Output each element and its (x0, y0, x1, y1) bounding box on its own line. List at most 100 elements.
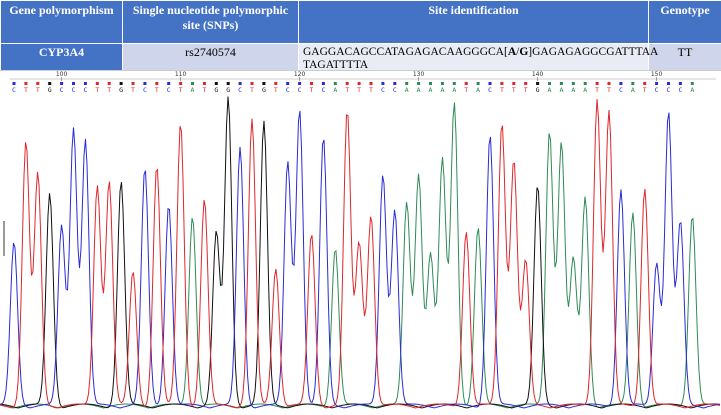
base-quality-mark (477, 82, 480, 85)
base-call-letter: C (143, 86, 147, 94)
header-snp-site: Single nucleotide polymorphic site (SNPs… (123, 1, 299, 44)
base-call-letter: T (274, 86, 278, 94)
base-call-letter: T (107, 86, 111, 94)
base-quality-mark (417, 82, 420, 85)
base-call-letter: T (24, 86, 28, 94)
base-quality-mark (608, 82, 611, 85)
base-call-letter: C (321, 86, 325, 94)
base-call-letter: A (631, 86, 635, 94)
base-call-letter: C (655, 86, 659, 94)
snp-table: Gene polymorphism Single nucleotide poly… (0, 0, 721, 75)
base-quality-mark (465, 82, 468, 85)
base-call-letter: T (607, 86, 611, 94)
base-call-letter: T (95, 86, 99, 94)
base-call-letter: G (119, 86, 123, 94)
base-call-letter: T (357, 86, 361, 94)
base-call-letter: T (202, 86, 206, 94)
base-quality-mark (132, 82, 135, 85)
base-quality-mark (203, 82, 206, 85)
base-call-letter: C (678, 86, 682, 94)
base-call-letter: G (536, 86, 540, 94)
base-quality-mark (191, 82, 194, 85)
base-call-letter: T (345, 86, 349, 94)
base-quality-mark (619, 82, 622, 85)
header-gene-polymorphism: Gene polymorphism (1, 1, 123, 44)
ruler-label: 110 (175, 71, 187, 78)
base-call-letter: T (524, 86, 528, 94)
base-quality-mark (643, 82, 646, 85)
base-call-letter: A (548, 86, 552, 94)
ruler-label: 100 (56, 71, 68, 78)
base-call-letter: G (262, 86, 266, 94)
trace-t-red (0, 99, 720, 408)
base-quality-mark (560, 82, 563, 85)
base-quality-mark (322, 82, 325, 85)
base-quality-mark (310, 82, 313, 85)
base-quality-mark (143, 82, 146, 85)
base-quality-mark (572, 82, 575, 85)
base-quality-mark (596, 82, 599, 85)
base-quality-mark (500, 82, 503, 85)
base-quality-mark (536, 82, 539, 85)
base-call-letter: C (381, 86, 385, 94)
base-quality-mark (120, 82, 123, 85)
base-call-letter: C (667, 86, 671, 94)
base-call-letter: G (214, 86, 218, 94)
base-call-letter: G (226, 86, 230, 94)
base-call-letter: T (310, 86, 314, 94)
base-call-letter: A (583, 86, 587, 94)
base-call-letter: A (571, 86, 575, 94)
base-quality-mark (691, 82, 694, 85)
base-quality-mark (36, 82, 39, 85)
base-quality-mark (346, 82, 349, 85)
base-quality-mark (262, 82, 265, 85)
site-allele-g: G (519, 46, 528, 58)
base-call-letter: C (72, 86, 76, 94)
base-call-letter: A (333, 86, 337, 94)
base-quality-mark (370, 82, 373, 85)
ruler-label: 120 (294, 71, 306, 78)
base-call-letter: T (131, 86, 135, 94)
base-quality-mark (215, 82, 218, 85)
base-call-letter: T (369, 86, 373, 94)
base-quality-mark (13, 82, 16, 85)
base-call-letter: C (238, 86, 242, 94)
base-quality-mark (441, 82, 444, 85)
base-quality-mark (548, 82, 551, 85)
base-call-letter: A (405, 86, 409, 94)
ruler-label: 140 (532, 71, 544, 78)
base-call-letter: C (60, 86, 64, 94)
base-quality-mark (239, 82, 242, 85)
base-quality-mark (155, 82, 158, 85)
base-quality-mark (667, 82, 670, 85)
base-call-letter: T (595, 86, 599, 94)
base-quality-mark (584, 82, 587, 85)
base-quality-mark (24, 82, 27, 85)
base-call-letter: A (452, 86, 456, 94)
base-call-letter: C (167, 86, 171, 94)
trace-a-green (0, 103, 720, 409)
base-call-letter: T (464, 86, 468, 94)
base-call-letter: G (48, 86, 52, 94)
header-genotype: Genotype (649, 1, 721, 44)
base-quality-mark (251, 82, 254, 85)
base-quality-mark (405, 82, 408, 85)
base-quality-mark (489, 82, 492, 85)
header-site-identification: Site identification (299, 1, 649, 44)
base-quality-mark (298, 82, 301, 85)
site-allele-a: A (508, 46, 516, 58)
base-quality-mark (679, 82, 682, 85)
table-header-row: Gene polymorphism Single nucleotide poly… (1, 1, 721, 44)
base-call-letter: C (488, 86, 492, 94)
base-quality-mark (631, 82, 634, 85)
base-call-letter: A (440, 86, 444, 94)
base-quality-mark (334, 82, 337, 85)
base-quality-mark (286, 82, 289, 85)
base-quality-mark (358, 82, 361, 85)
base-call-letter: A (191, 86, 195, 94)
base-call-letter: C (393, 86, 397, 94)
base-quality-mark (179, 82, 182, 85)
base-call-letter: A (559, 86, 563, 94)
